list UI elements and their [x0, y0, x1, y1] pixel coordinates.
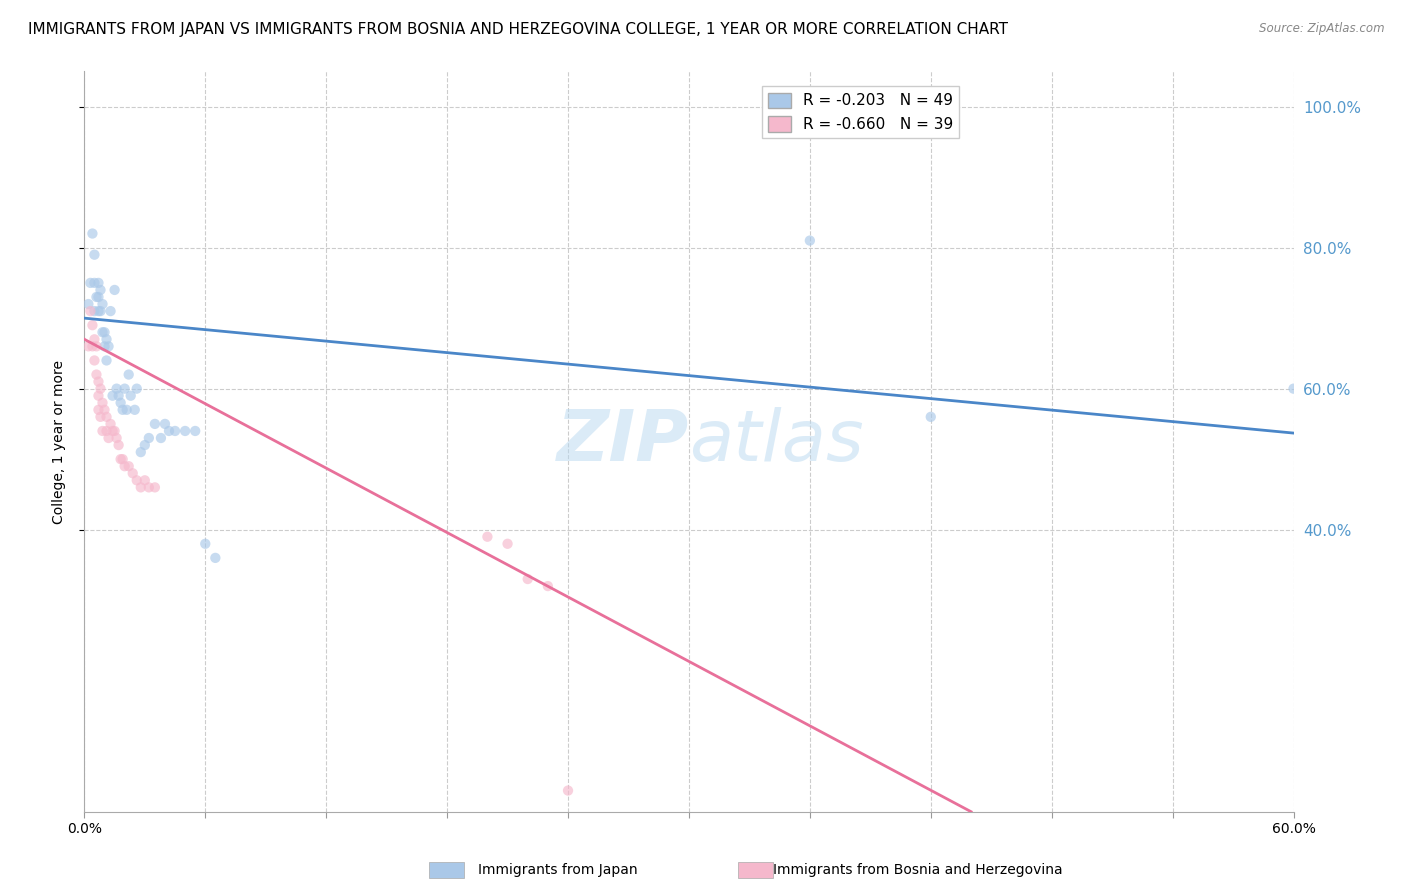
Point: [89, 409, 111, 424]
Point: [557, 783, 579, 797]
Point: [1282, 382, 1305, 396]
Text: ZIP: ZIP: [557, 407, 689, 476]
Point: [87, 304, 110, 318]
Point: [93, 402, 115, 417]
Point: [101, 389, 124, 403]
Point: [100, 417, 122, 431]
Y-axis label: College, 1 year or more: College, 1 year or more: [52, 359, 66, 524]
Text: atlas: atlas: [689, 407, 863, 476]
Point: [104, 424, 127, 438]
Point: [97, 431, 120, 445]
Point: [165, 424, 187, 438]
Point: [82, 339, 104, 353]
Point: [153, 417, 176, 431]
Point: [91, 325, 114, 339]
Point: [77, 339, 100, 353]
Point: [87, 402, 110, 417]
Point: [114, 459, 136, 474]
Point: [83, 248, 105, 262]
Point: [138, 480, 160, 494]
Point: [87, 375, 110, 389]
Point: [114, 382, 136, 396]
Point: [184, 424, 207, 438]
Point: [91, 424, 114, 438]
Point: [118, 368, 141, 382]
Text: Immigrants from Bosnia and Herzegovina: Immigrants from Bosnia and Herzegovina: [773, 863, 1063, 877]
Point: [86, 290, 108, 304]
Point: [86, 368, 108, 382]
Point: [143, 417, 166, 431]
Point: [920, 409, 942, 424]
Point: [105, 382, 128, 396]
Point: [83, 304, 105, 318]
Point: [129, 480, 152, 494]
Point: [83, 276, 105, 290]
Point: [799, 234, 821, 248]
Point: [93, 325, 115, 339]
Point: [496, 537, 519, 551]
Point: [97, 339, 120, 353]
Point: [134, 438, 156, 452]
Point: [79, 276, 101, 290]
Point: [110, 452, 132, 467]
Point: [91, 396, 114, 410]
Point: [96, 424, 118, 438]
Point: [87, 290, 110, 304]
Point: [105, 431, 128, 445]
Point: [120, 389, 142, 403]
Point: [107, 389, 129, 403]
Legend: R = -0.203   N = 49, R = -0.660   N = 39: R = -0.203 N = 49, R = -0.660 N = 39: [762, 87, 959, 138]
Point: [125, 473, 148, 487]
Point: [138, 431, 160, 445]
Point: [111, 452, 134, 467]
Point: [89, 382, 111, 396]
Point: [1384, 537, 1406, 551]
Point: [77, 297, 100, 311]
Text: IMMIGRANTS FROM JAPAN VS IMMIGRANTS FROM BOSNIA AND HERZEGOVINA COLLEGE, 1 YEAR : IMMIGRANTS FROM JAPAN VS IMMIGRANTS FROM…: [28, 22, 1008, 37]
Point: [118, 459, 141, 474]
Point: [537, 579, 560, 593]
Point: [143, 480, 166, 494]
Text: Immigrants from Japan: Immigrants from Japan: [478, 863, 638, 877]
Point: [110, 396, 132, 410]
Point: [96, 332, 118, 346]
Point: [96, 409, 118, 424]
Point: [83, 332, 105, 346]
Point: [107, 438, 129, 452]
Point: [83, 353, 105, 368]
Point: [82, 227, 104, 241]
Point: [89, 283, 111, 297]
Point: [87, 276, 110, 290]
Text: Source: ZipAtlas.com: Source: ZipAtlas.com: [1260, 22, 1385, 36]
Point: [86, 339, 108, 353]
Point: [125, 382, 148, 396]
Point: [79, 304, 101, 318]
Point: [96, 353, 118, 368]
Point: [87, 389, 110, 403]
Point: [516, 572, 538, 586]
Point: [149, 431, 172, 445]
Point: [121, 467, 143, 481]
Point: [124, 402, 146, 417]
Point: [174, 424, 197, 438]
Point: [157, 424, 180, 438]
Point: [115, 402, 138, 417]
Point: [194, 537, 217, 551]
Point: [101, 424, 124, 438]
Point: [104, 283, 127, 297]
Point: [204, 550, 226, 565]
Point: [91, 297, 114, 311]
Point: [134, 473, 156, 487]
Point: [100, 304, 122, 318]
Point: [93, 339, 115, 353]
Point: [129, 445, 152, 459]
Point: [477, 530, 499, 544]
Point: [89, 304, 111, 318]
Point: [111, 402, 134, 417]
Point: [82, 318, 104, 333]
